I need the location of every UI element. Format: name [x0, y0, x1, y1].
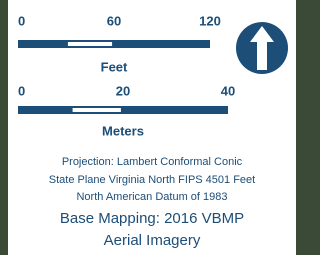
scale-bar-segment [68, 42, 112, 46]
projection-note: Projection: Lambert Conformal Conic [62, 156, 243, 168]
projection-note: North American Datum of 1983 [76, 191, 227, 203]
scale-tick-label: 120 [199, 13, 221, 28]
base-mapping: Aerial Imagery [104, 232, 201, 249]
scale-tick-label: 20 [116, 83, 130, 98]
scale-bar [18, 106, 228, 114]
scale-unit: Meters [102, 123, 144, 138]
scale-bar-segment [73, 108, 121, 112]
scale-tick-label: 0 [18, 83, 25, 98]
scale-tick-label: 60 [107, 13, 121, 28]
projection-note: State Plane Virginia North FIPS 4501 Fee… [49, 174, 255, 186]
map-legend: Projection: Lambert Conformal Conic Stat… [0, 0, 302, 255]
scale-tick-label: 40 [221, 83, 235, 98]
scale-unit: Feet [101, 59, 128, 74]
base-mapping: Base Mapping: 2016 VBMP [60, 210, 244, 227]
scale-bar [18, 40, 210, 48]
scale-tick-label: 0 [18, 13, 25, 28]
north-arrow [236, 22, 288, 74]
